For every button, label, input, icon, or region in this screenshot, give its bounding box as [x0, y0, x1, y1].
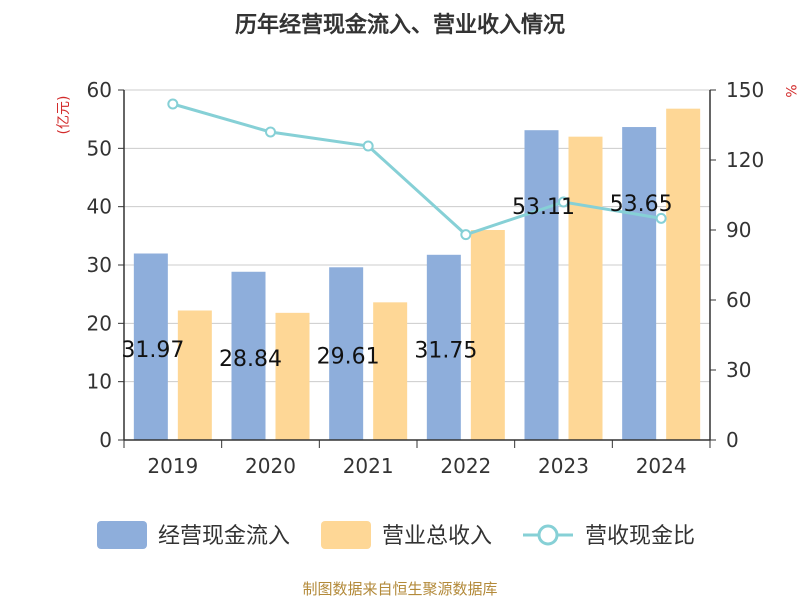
- bar-revenue[interactable]: [373, 302, 408, 440]
- bar-cash-inflow[interactable]: [329, 267, 364, 440]
- x-tick-label: 2023: [538, 454, 589, 478]
- data-label: 29.61: [317, 345, 380, 370]
- y-axis-right-label: %: [782, 84, 798, 97]
- ratio-point[interactable]: [655, 212, 667, 224]
- ratio-point[interactable]: [558, 196, 569, 208]
- bar-revenue[interactable]: [470, 230, 505, 440]
- ratio-point[interactable]: [362, 140, 374, 152]
- y-right-tick-label: 30: [726, 358, 751, 382]
- y-left-tick-label: 40: [87, 195, 112, 219]
- x-tick-label: 2024: [636, 454, 687, 478]
- x-tick-label: 2022: [440, 454, 491, 478]
- y-right-tick-label: 90: [726, 218, 751, 242]
- y-right-tick-label: 60: [726, 288, 751, 312]
- y-right-tick-label: 120: [726, 148, 764, 172]
- grid-lines: [124, 89, 710, 383]
- legend-label: 经营现金流入: [158, 524, 290, 549]
- chart-title: 历年经营现金流入、营业收入情况: [235, 12, 565, 38]
- bar-cash-inflow[interactable]: [231, 271, 266, 440]
- bar-revenue[interactable]: [666, 108, 701, 441]
- data-label: 53.11: [512, 195, 575, 220]
- y-right-tick-label: 150: [726, 78, 764, 102]
- source-note: 制图数据来自恒生聚源数据库: [302, 580, 497, 598]
- bar-revenue[interactable]: [177, 310, 212, 441]
- x-tick-label: 2020: [245, 454, 296, 478]
- ratio-point[interactable]: [265, 126, 276, 138]
- axes: 0 10 20 30 40 50 60 0 30 60 90 120 150 2019 2020 2021 20…: [87, 78, 765, 478]
- y-left-tick-label: 50: [87, 136, 112, 160]
- y-right-tick-label: 0: [726, 428, 739, 452]
- ratio-point[interactable]: [167, 98, 179, 110]
- data-labels: 31.97 28.84 29.61 31.75 53.11 53.65: [121, 192, 672, 372]
- data-label: 53.65: [610, 192, 673, 217]
- legend-label: 营收现金比: [585, 524, 695, 549]
- y-left-tick-label: 0: [99, 428, 112, 452]
- y-left-tick-label: 20: [87, 311, 112, 335]
- y-left-tick-label: 30: [87, 253, 112, 277]
- x-tick-label: 2019: [147, 454, 198, 478]
- legend-label: 营业总收入: [382, 524, 492, 549]
- bar-revenue[interactable]: [275, 312, 310, 440]
- y-axis-left-label: (亿元): [56, 96, 72, 135]
- y-left-tick-label: 60: [87, 78, 112, 102]
- legend-item-cash-inflow[interactable]: 经营现金流入: [97, 521, 290, 549]
- legend-swatch: [321, 521, 371, 549]
- ratio-line: [167, 98, 667, 241]
- bar-revenue[interactable]: [568, 136, 603, 440]
- y-left-tick-label: 10: [87, 370, 112, 394]
- bar-cash-inflow[interactable]: [133, 253, 168, 440]
- bar-cash-inflow[interactable]: [426, 254, 461, 440]
- legend: 经营现金流入 营业总收入 营收现金比: [97, 521, 695, 549]
- ratio-line-path: [172, 102, 662, 237]
- bar-cash-inflow[interactable]: [622, 127, 657, 441]
- bar-cash-inflow[interactable]: [524, 130, 559, 441]
- legend-item-ratio[interactable]: 营收现金比: [523, 524, 695, 549]
- legend-swatch: [97, 521, 147, 549]
- data-label: 31.97: [121, 338, 184, 363]
- data-label: 28.84: [219, 347, 282, 372]
- ratio-point[interactable]: [460, 229, 472, 241]
- data-label: 31.75: [414, 338, 477, 363]
- legend-marker: [537, 524, 559, 546]
- legend-item-revenue[interactable]: 营业总收入: [321, 521, 492, 549]
- bars: [133, 108, 701, 441]
- x-tick-label: 2021: [343, 454, 394, 478]
